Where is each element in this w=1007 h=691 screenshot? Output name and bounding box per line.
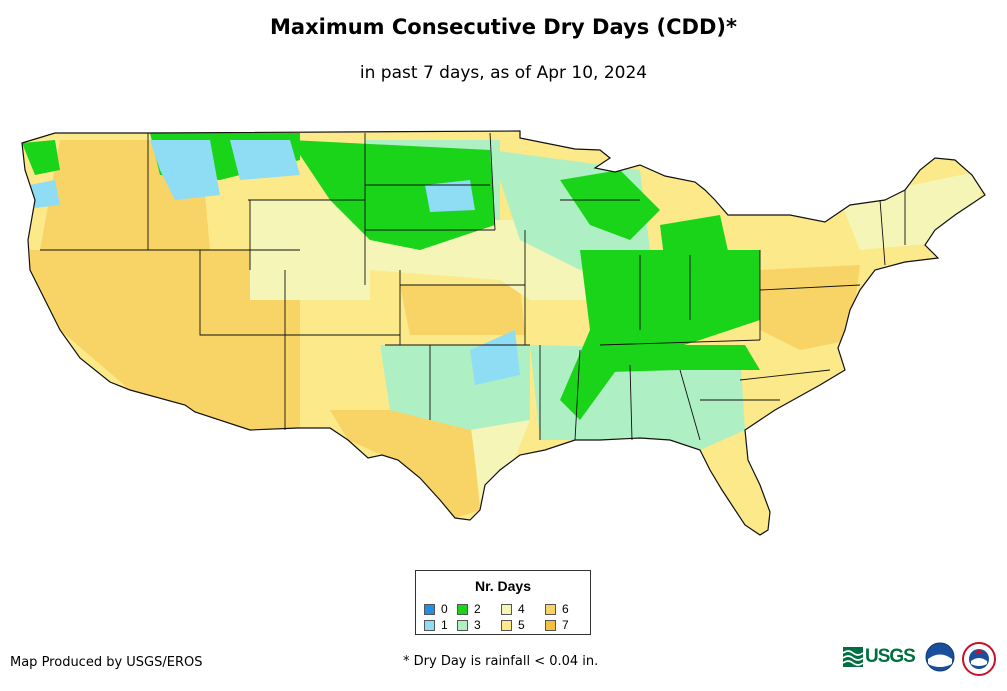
legend-label: 1 [441,618,448,632]
legend-box: Nr. Days 0 1 2 3 4 5 6 7 [415,570,591,635]
legend-item-5: 5 [501,618,525,632]
cdd-2-tennessee [600,345,760,372]
cdd-4-wyoming [250,200,370,300]
cdd-2-wisconsin [560,170,660,240]
state-borders [40,132,906,441]
border-18 [574,349,581,441]
legend-label: 5 [518,618,525,632]
cdd-2-ohio-valley [560,250,760,420]
legend-swatch [457,603,468,615]
legend-item-0: 0 [424,602,448,616]
legend-item-4: 4 [501,602,525,616]
cdd-1-montana-east [230,140,300,180]
cdd-1-idaho-montana [150,140,220,200]
border-3 [199,250,285,336]
cdd-6-northeast [760,265,860,350]
cdd-1-sd [425,180,475,212]
border-25 [759,284,861,291]
border-19 [629,364,633,441]
map-subtitle: in past 7 days, as of Apr 10, 2024 [359,63,648,83]
border-15 [489,132,496,231]
cdd-1-oklahoma [470,330,520,385]
cdd-6-southwest [30,250,300,430]
cdd-2-dakotas [290,140,495,250]
legend-label: 0 [441,602,448,616]
legend-swatch [545,603,556,615]
usgs-mark-icon [842,647,864,667]
legend-swatch [457,619,468,631]
legend-item-2: 2 [457,602,481,616]
legend-label: 3 [474,618,481,632]
cdd-regions [22,131,985,535]
cdd-2-michigan [660,215,730,270]
border-20 [679,369,701,441]
cdd-1-washington [30,180,60,208]
noaa-logo-icon [925,642,955,672]
credit-text: Map Produced by USGS/EROS [10,655,203,670]
cdd-6-kansas [400,285,525,335]
border-21 [599,339,761,346]
legend-label: 6 [562,602,569,616]
legend-swatch [424,603,435,615]
legend-item-3: 3 [457,618,481,632]
dry-day-note: * Dry Day is rainfall < 0.04 in. [403,654,599,669]
legend-swatch [501,619,512,631]
legend-label: 7 [562,618,569,632]
legend-title: Nr. Days [474,578,532,594]
usgs-logo-text: USGS [865,646,916,667]
legend-label: 4 [518,602,525,616]
nws-logo-icon [962,642,996,676]
cdd-4-southtexas [470,420,530,500]
legend-swatch [545,619,556,631]
legend-item-7: 7 [545,618,569,632]
cdd-2-washington [22,140,60,175]
border-29 [879,199,886,266]
legend-item-1: 1 [424,618,448,632]
cdd-6-texas [330,410,480,518]
legend-swatch [501,603,512,615]
border-27 [739,369,831,381]
legend-label: 2 [474,602,481,616]
usgs-logo: USGS [842,643,918,671]
legend-swatch [424,619,435,631]
map-title: Maximum Consecutive Dry Days (CDD)* [270,15,737,39]
legend-item-6: 6 [545,602,569,616]
